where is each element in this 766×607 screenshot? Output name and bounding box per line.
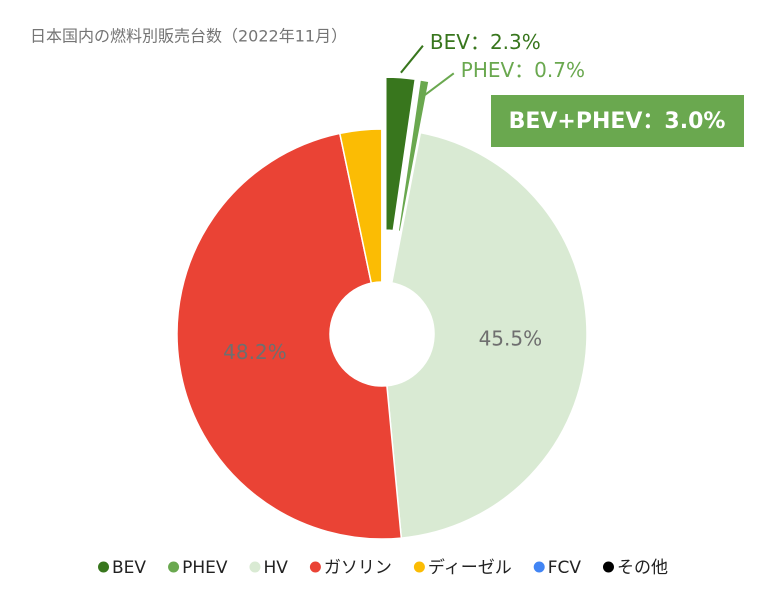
- data-label: BEV：2.3%: [430, 30, 541, 54]
- legend-marker: [413, 561, 425, 573]
- leader-line: [400, 45, 424, 74]
- data-label: 48.2%: [223, 340, 287, 364]
- legend-label: FCV: [548, 558, 582, 578]
- legend-label: ガソリン: [324, 558, 392, 578]
- leader-line: [421, 72, 455, 99]
- legend-marker: [98, 561, 110, 573]
- legend-label: BEV: [112, 558, 146, 578]
- data-label: PHEV：0.7%: [461, 58, 585, 82]
- slice: [385, 76, 417, 232]
- slice: [386, 131, 588, 539]
- legend-marker: [168, 561, 180, 573]
- annotation: BEV+PHEV：3.0%: [509, 109, 726, 134]
- legend-marker: [249, 561, 261, 573]
- chart-title: 日本国内の燃料別販売台数（2022年11月）: [30, 27, 347, 46]
- legend-marker: [309, 561, 321, 573]
- legend-label: ディーゼル: [428, 557, 512, 578]
- data-label: 45.5%: [479, 327, 543, 351]
- slice: [397, 79, 430, 233]
- annotation-box: [491, 95, 744, 147]
- legend-label: HV: [263, 558, 288, 578]
- legend-label: その他: [617, 558, 668, 578]
- legend-marker: [602, 561, 614, 573]
- legend-label: PHEV: [182, 558, 228, 578]
- slice: [176, 132, 403, 540]
- legend-marker: [533, 561, 545, 573]
